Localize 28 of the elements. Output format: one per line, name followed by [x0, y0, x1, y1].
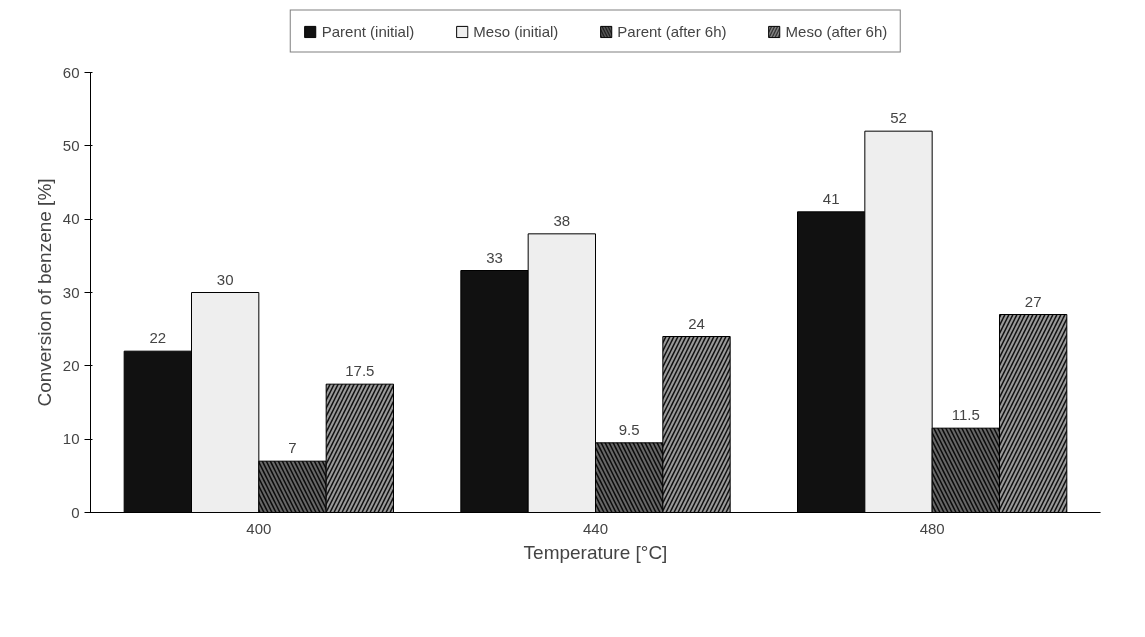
data-label: 27 [1024, 292, 1042, 310]
data-label: 38 [553, 211, 571, 229]
y-tick-label: 50 [62, 136, 80, 154]
data-label: 33 [486, 248, 503, 266]
data-label: 30 [216, 270, 234, 288]
y-tick-label: 40 [62, 210, 80, 228]
y-tick-label: 10 [62, 430, 80, 448]
legend-label: Parent (after 6h) [617, 22, 727, 40]
data-label: 17.5 [345, 362, 375, 380]
data-label: 7 [288, 439, 297, 457]
data-label: 24 [688, 314, 705, 332]
y-tick-label: 20 [62, 356, 80, 374]
y-tick-label: 60 [62, 63, 80, 81]
x-tick-label: 480 [919, 519, 945, 537]
y-tick-label: 0 [71, 503, 80, 521]
legend-label: Meso (initial) [473, 22, 559, 40]
data-label: 22 [149, 329, 167, 347]
legend-label: Parent (initial) [321, 22, 415, 40]
x-tick-label: 440 [582, 519, 609, 537]
data-label: 41 [822, 189, 840, 207]
data-label: 11.5 [951, 406, 980, 424]
y-tick-label: 30 [62, 283, 80, 301]
x-axis-title: Temperature [°C] [523, 541, 668, 563]
data-label: 52 [890, 109, 907, 127]
data-label: 9.5 [618, 420, 640, 438]
x-tick-label: 400 [246, 519, 272, 537]
legend-label: Meso (after 6h) [785, 22, 888, 40]
y-axis-title: Conversion of benzene [%] [33, 178, 55, 407]
